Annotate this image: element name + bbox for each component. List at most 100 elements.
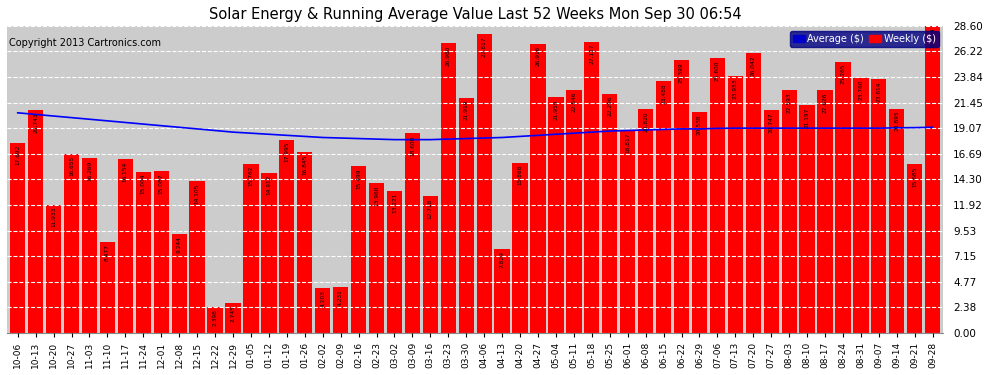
Text: 26.980: 26.980 bbox=[446, 45, 450, 66]
Bar bbox=[800, 105, 815, 333]
Text: 28.604: 28.604 bbox=[931, 28, 936, 48]
Bar bbox=[244, 164, 258, 333]
Text: 8.477: 8.477 bbox=[105, 244, 110, 261]
Text: 9.244: 9.244 bbox=[176, 236, 182, 253]
Bar bbox=[136, 172, 150, 333]
Bar bbox=[10, 143, 26, 333]
Bar bbox=[513, 162, 528, 333]
Text: 20.743: 20.743 bbox=[33, 112, 39, 133]
Text: 2.398: 2.398 bbox=[213, 309, 218, 326]
Text: 23.488: 23.488 bbox=[661, 83, 666, 104]
Bar bbox=[100, 242, 115, 333]
Text: 18.817: 18.817 bbox=[626, 133, 631, 153]
Text: 20.538: 20.538 bbox=[697, 114, 702, 135]
Text: 16.269: 16.269 bbox=[87, 160, 92, 181]
Bar bbox=[82, 158, 97, 333]
Bar bbox=[871, 80, 886, 333]
Bar bbox=[297, 152, 313, 333]
Bar bbox=[781, 90, 797, 333]
Text: 21.197: 21.197 bbox=[805, 108, 810, 128]
Text: 14.912: 14.912 bbox=[266, 175, 271, 195]
Text: 21.919: 21.919 bbox=[463, 100, 468, 120]
Text: 22.626: 22.626 bbox=[823, 92, 828, 112]
Bar bbox=[836, 62, 850, 333]
Text: 21.959: 21.959 bbox=[553, 99, 558, 120]
Bar bbox=[853, 78, 868, 333]
Bar bbox=[441, 43, 456, 333]
Bar bbox=[315, 288, 331, 333]
Bar bbox=[548, 97, 563, 333]
Text: 25.600: 25.600 bbox=[715, 60, 720, 81]
Bar bbox=[566, 90, 581, 333]
Text: 23.760: 23.760 bbox=[858, 80, 863, 100]
Bar bbox=[387, 191, 402, 333]
Text: 7.829: 7.829 bbox=[500, 251, 505, 268]
Text: 13.221: 13.221 bbox=[392, 193, 397, 213]
Bar bbox=[28, 110, 44, 333]
Text: 27.127: 27.127 bbox=[589, 44, 594, 64]
Text: 25.399: 25.399 bbox=[679, 62, 684, 83]
Text: 16.655: 16.655 bbox=[69, 156, 74, 177]
Bar bbox=[692, 112, 707, 333]
Bar bbox=[763, 110, 779, 333]
Bar bbox=[531, 44, 545, 333]
Bar bbox=[494, 249, 510, 333]
Bar bbox=[656, 81, 671, 333]
Bar bbox=[889, 109, 905, 333]
Text: 22.593: 22.593 bbox=[787, 93, 792, 113]
Text: 18.600: 18.600 bbox=[410, 135, 415, 156]
Text: 11.933: 11.933 bbox=[51, 207, 56, 227]
Text: 16.845: 16.845 bbox=[302, 154, 307, 174]
Text: 15.685: 15.685 bbox=[912, 166, 918, 187]
Bar bbox=[351, 166, 366, 333]
Bar bbox=[602, 93, 618, 333]
Text: 15.868: 15.868 bbox=[518, 165, 523, 185]
Text: 4.231: 4.231 bbox=[339, 290, 344, 306]
Bar bbox=[925, 26, 940, 333]
Bar bbox=[279, 140, 294, 333]
Text: 27.817: 27.817 bbox=[482, 36, 487, 57]
Bar bbox=[818, 90, 833, 333]
Bar bbox=[728, 76, 742, 333]
Bar bbox=[118, 159, 133, 333]
Bar bbox=[171, 234, 187, 333]
Text: 20.747: 20.747 bbox=[768, 112, 774, 133]
Text: 15.499: 15.499 bbox=[356, 169, 361, 189]
Text: 23.614: 23.614 bbox=[876, 81, 881, 102]
Text: 25.265: 25.265 bbox=[841, 64, 845, 84]
Bar bbox=[907, 165, 923, 333]
Text: 23.953: 23.953 bbox=[733, 78, 738, 99]
Text: 26.916: 26.916 bbox=[536, 46, 541, 66]
Text: 15.762: 15.762 bbox=[248, 166, 253, 186]
Text: 22.646: 22.646 bbox=[571, 92, 576, 112]
Bar bbox=[189, 182, 205, 333]
Text: 15.087: 15.087 bbox=[158, 173, 163, 194]
Bar bbox=[638, 110, 653, 333]
Bar bbox=[423, 196, 438, 333]
Bar bbox=[261, 173, 276, 333]
Text: Copyright 2013 Cartronics.com: Copyright 2013 Cartronics.com bbox=[9, 38, 160, 48]
Text: 20.895: 20.895 bbox=[894, 111, 899, 131]
Text: 12.718: 12.718 bbox=[428, 198, 433, 219]
Bar bbox=[745, 53, 761, 333]
Text: 17.995: 17.995 bbox=[284, 142, 289, 162]
Text: 20.820: 20.820 bbox=[644, 111, 648, 132]
Text: 2.745: 2.745 bbox=[231, 306, 236, 322]
Title: Solar Energy & Running Average Value Last 52 Weeks Mon Sep 30 06:54: Solar Energy & Running Average Value Las… bbox=[209, 7, 742, 22]
Bar bbox=[64, 154, 79, 333]
Text: 4.203: 4.203 bbox=[320, 290, 325, 307]
Text: 17.692: 17.692 bbox=[15, 145, 20, 165]
Bar bbox=[46, 205, 61, 333]
Text: 15.004: 15.004 bbox=[141, 174, 146, 194]
Bar bbox=[153, 171, 169, 333]
Bar bbox=[584, 42, 599, 333]
Bar bbox=[620, 131, 636, 333]
Text: 14.105: 14.105 bbox=[195, 184, 200, 204]
Bar bbox=[405, 133, 420, 333]
Bar bbox=[369, 183, 384, 333]
Bar bbox=[333, 287, 348, 333]
Bar bbox=[226, 303, 241, 333]
Text: 13.960: 13.960 bbox=[374, 185, 379, 206]
Bar bbox=[458, 98, 474, 333]
Text: 22.296: 22.296 bbox=[607, 96, 612, 116]
